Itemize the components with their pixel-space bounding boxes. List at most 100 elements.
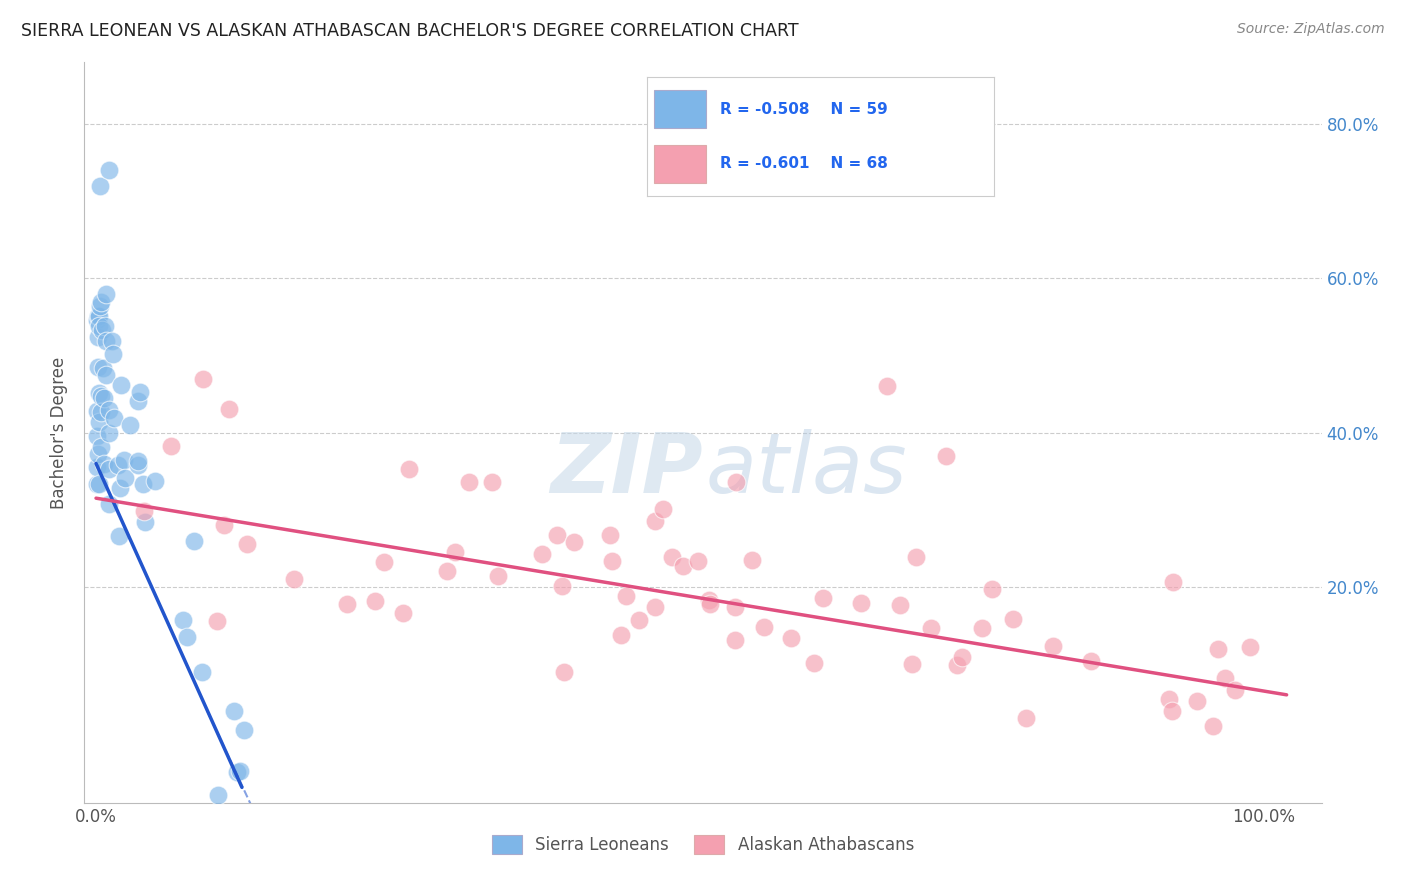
- Point: [228, 764, 250, 778]
- Point: [97, 163, 120, 178]
- Point: [232, 723, 254, 737]
- Point: [93, 318, 115, 333]
- Point: [90, 389, 112, 403]
- Point: [128, 384, 150, 399]
- Point: [599, 528, 621, 542]
- Point: [222, 704, 245, 718]
- Point: [87, 309, 110, 323]
- Point: [93, 457, 115, 471]
- Point: [889, 598, 911, 612]
- Point: [89, 299, 111, 313]
- Point: [283, 572, 305, 586]
- Point: [699, 597, 721, 611]
- Point: [724, 599, 747, 614]
- Point: [1208, 642, 1230, 657]
- Point: [1015, 711, 1038, 725]
- Point: [531, 547, 554, 561]
- Point: [553, 665, 575, 679]
- Point: [725, 475, 748, 489]
- Point: [218, 402, 240, 417]
- Point: [444, 544, 467, 558]
- Point: [398, 462, 420, 476]
- Point: [486, 569, 509, 583]
- Text: atlas: atlas: [706, 429, 907, 510]
- Point: [226, 764, 249, 779]
- Point: [946, 658, 969, 673]
- Point: [87, 309, 110, 323]
- Point: [651, 502, 673, 516]
- Point: [1080, 654, 1102, 668]
- Point: [93, 391, 115, 405]
- Point: [103, 347, 125, 361]
- Point: [628, 613, 651, 627]
- Point: [114, 471, 136, 485]
- Point: [134, 515, 156, 529]
- Point: [97, 425, 120, 440]
- Point: [741, 552, 763, 566]
- Point: [373, 555, 395, 569]
- Point: [1185, 694, 1208, 708]
- Point: [644, 514, 666, 528]
- Point: [132, 476, 155, 491]
- Point: [94, 334, 117, 348]
- Point: [644, 599, 666, 614]
- Point: [87, 318, 110, 333]
- Point: [970, 621, 993, 635]
- Point: [1225, 683, 1247, 698]
- Point: [108, 481, 131, 495]
- Point: [981, 582, 1004, 597]
- Point: [145, 474, 167, 488]
- Text: Source: ZipAtlas.com: Source: ZipAtlas.com: [1237, 22, 1385, 37]
- Point: [876, 379, 898, 393]
- Point: [97, 461, 120, 475]
- Point: [110, 378, 132, 392]
- Point: [90, 440, 112, 454]
- Point: [1042, 640, 1064, 654]
- Point: [183, 533, 205, 548]
- Point: [112, 453, 135, 467]
- Point: [86, 476, 108, 491]
- Point: [1157, 691, 1180, 706]
- Point: [920, 621, 942, 635]
- Legend: Sierra Leoneans, Alaskan Athabascans: Sierra Leoneans, Alaskan Athabascans: [485, 829, 921, 861]
- Point: [91, 360, 114, 375]
- Point: [96, 368, 118, 382]
- Point: [207, 614, 229, 628]
- Point: [610, 628, 633, 642]
- Point: [107, 458, 129, 472]
- Point: [86, 404, 108, 418]
- Point: [87, 330, 110, 344]
- Point: [87, 385, 110, 400]
- Point: [89, 477, 111, 491]
- Point: [803, 657, 825, 671]
- Point: [108, 529, 131, 543]
- Point: [89, 178, 111, 193]
- Point: [207, 788, 229, 802]
- Point: [98, 498, 121, 512]
- Point: [935, 449, 957, 463]
- Point: [86, 313, 108, 327]
- Text: SIERRA LEONEAN VS ALASKAN ATHABASCAN BACHELOR'S DEGREE CORRELATION CHART: SIERRA LEONEAN VS ALASKAN ATHABASCAN BAC…: [21, 22, 799, 40]
- Point: [752, 620, 775, 634]
- Point: [86, 429, 108, 443]
- Point: [86, 460, 108, 475]
- Point: [91, 323, 114, 337]
- Point: [118, 417, 141, 432]
- Point: [602, 554, 624, 568]
- Point: [551, 578, 574, 592]
- Point: [87, 447, 110, 461]
- Point: [160, 439, 183, 453]
- Point: [392, 606, 415, 620]
- Point: [127, 458, 149, 472]
- Point: [811, 591, 834, 605]
- Point: [127, 454, 149, 468]
- Point: [697, 593, 720, 607]
- Point: [614, 589, 637, 603]
- Point: [90, 405, 112, 419]
- Point: [1213, 671, 1236, 685]
- Point: [191, 371, 214, 385]
- Point: [176, 630, 198, 644]
- Point: [672, 558, 695, 573]
- Point: [89, 416, 111, 430]
- Point: [1001, 612, 1024, 626]
